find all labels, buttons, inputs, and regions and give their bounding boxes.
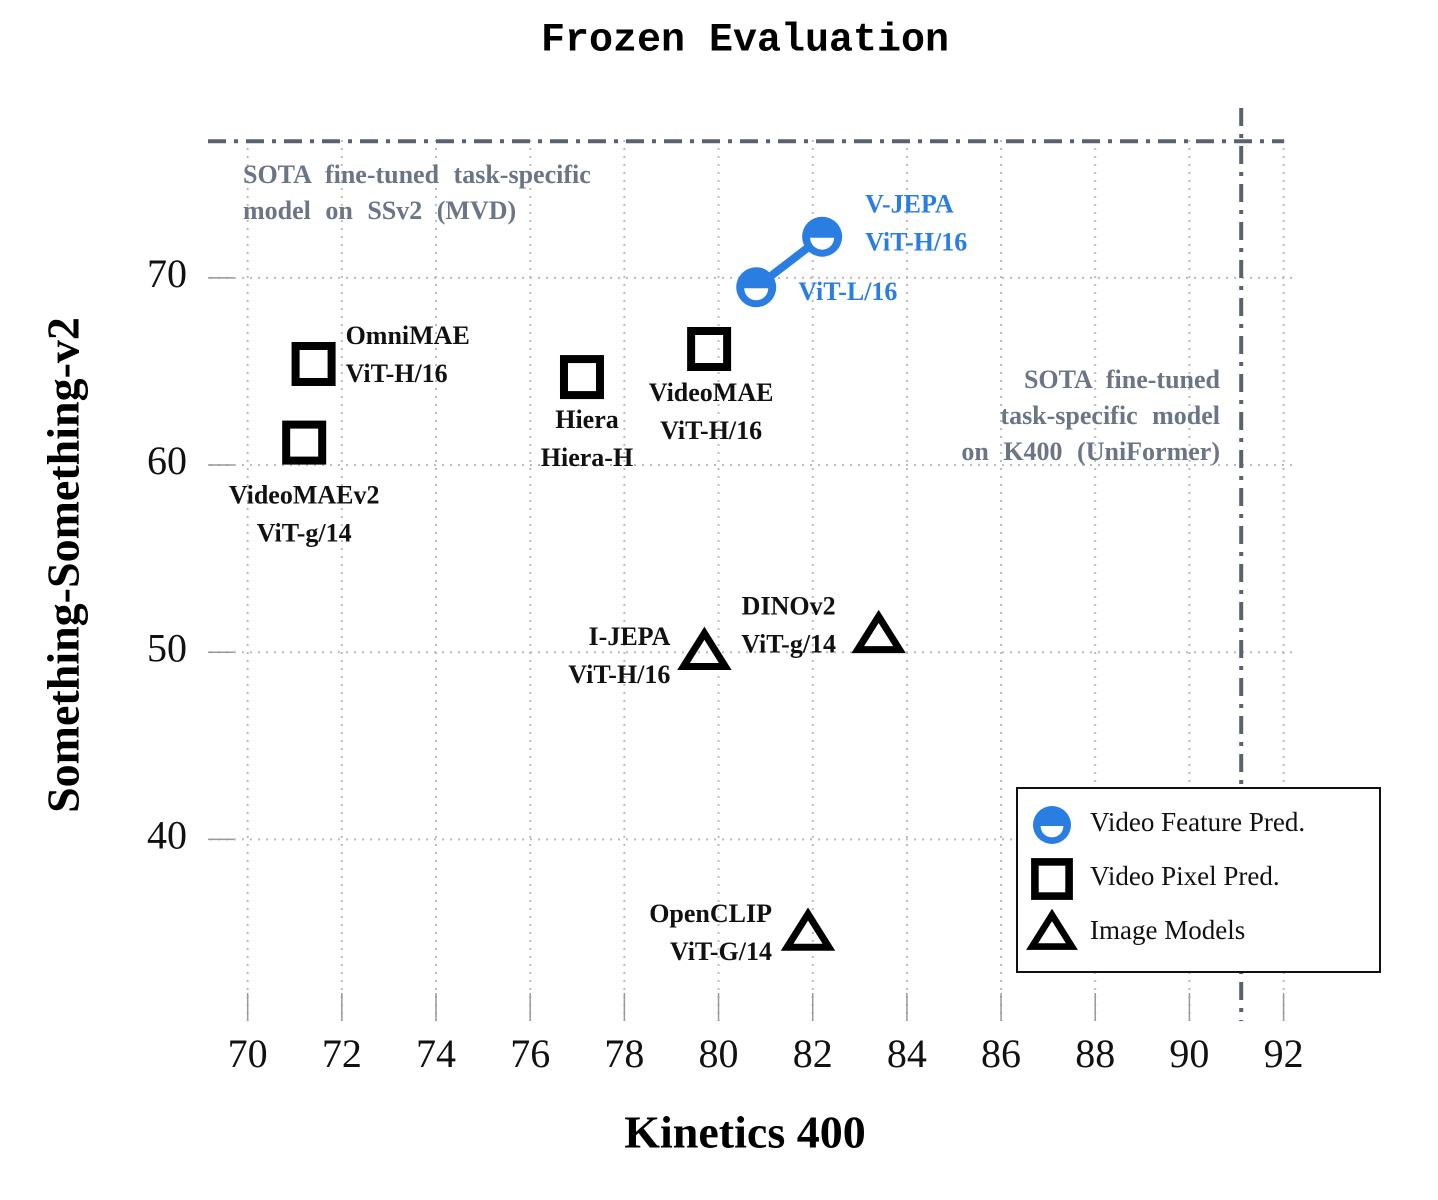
- x-axis-label: Kinetics 400: [624, 1107, 865, 1158]
- data-point: [851, 609, 906, 654]
- marker-body: [687, 327, 732, 372]
- x-tick-label: 90: [1169, 1031, 1209, 1076]
- marker-body: [559, 355, 604, 400]
- marker-inner: [810, 237, 835, 250]
- y-tick-label: 60: [147, 438, 187, 483]
- data-point: [677, 626, 732, 670]
- data-point: [291, 341, 336, 386]
- x-tick-label: 78: [604, 1031, 644, 1076]
- point-label: DINOv2: [742, 591, 836, 620]
- point-label: ViT-H/16: [346, 359, 448, 388]
- x-tick-label: 84: [887, 1031, 927, 1076]
- data-point: [282, 420, 327, 465]
- legend-label: Video Pixel Pred.: [1090, 861, 1280, 891]
- marker-inner: [744, 288, 769, 301]
- legend-marker: [1026, 908, 1078, 950]
- marker-body: [736, 267, 777, 308]
- y-tick-label: 40: [147, 813, 187, 858]
- chart-title: Frozen Evaluation: [541, 19, 949, 64]
- point-label: ViT-L/16: [798, 277, 897, 306]
- point-label: Hiera: [555, 405, 619, 434]
- legend-box: [1016, 787, 1381, 973]
- x-tick-label: 80: [699, 1031, 739, 1076]
- legend-marker: [1031, 858, 1073, 900]
- x-tick-label: 86: [981, 1031, 1021, 1076]
- y-tick-label: 50: [147, 625, 187, 670]
- x-tick-label: 70: [228, 1031, 268, 1076]
- annotation: SOTA fine-tuned task-specific: [243, 160, 591, 189]
- point-label: VideoMAEv2: [229, 481, 380, 510]
- point-label: I-JEPA: [589, 622, 671, 651]
- point-label: OmniMAE: [346, 321, 470, 350]
- marker-body: [802, 216, 843, 257]
- marker-inner: [1040, 825, 1064, 838]
- data-point: [559, 355, 604, 400]
- legend-label: Video Feature Pred.: [1090, 807, 1305, 837]
- point-label: ViT-H/16: [660, 416, 762, 445]
- point-label: ViT-g/14: [257, 519, 352, 548]
- marker-body: [1031, 858, 1073, 900]
- y-axis-label: Something-Something-v2: [38, 317, 89, 813]
- data-point: [780, 907, 836, 951]
- point-label: ViT-H/16: [568, 660, 670, 689]
- point-label: Hiera-H: [541, 443, 633, 472]
- legend-label: Image Models: [1090, 915, 1245, 945]
- point-label: ViT-g/14: [741, 629, 836, 658]
- annotation: SOTA fine-tuned: [1024, 365, 1221, 394]
- marker-body: [1026, 908, 1078, 950]
- legend-marker: [1033, 806, 1071, 844]
- data-point: [802, 216, 843, 257]
- x-tick-label: 74: [416, 1031, 456, 1076]
- point-label: VideoMAE: [649, 378, 774, 407]
- marker-body: [291, 341, 336, 386]
- annotation: task-specific model: [1000, 401, 1220, 430]
- data-point: [736, 267, 777, 308]
- annotation: model on SSv2 (MVD): [243, 196, 516, 225]
- point-label: ViT-G/14: [670, 937, 772, 966]
- point-label: V-JEPA: [865, 190, 954, 219]
- x-tick-label: 88: [1075, 1031, 1115, 1076]
- x-tick-label: 76: [510, 1031, 550, 1076]
- annotation: on K400 (UniFormer): [961, 437, 1220, 466]
- marker-body: [780, 907, 836, 951]
- x-tick-label: 82: [793, 1031, 833, 1076]
- marker-body: [1033, 806, 1071, 844]
- data-point: [687, 327, 732, 372]
- y-tick-label: 70: [147, 251, 187, 296]
- x-tick-label: 92: [1264, 1031, 1304, 1076]
- point-label: ViT-H/16: [865, 228, 967, 257]
- marker-body: [282, 420, 327, 465]
- marker-body: [677, 626, 732, 670]
- marker-body: [851, 609, 906, 654]
- x-tick-label: 72: [322, 1031, 362, 1076]
- point-label: OpenCLIP: [649, 899, 772, 928]
